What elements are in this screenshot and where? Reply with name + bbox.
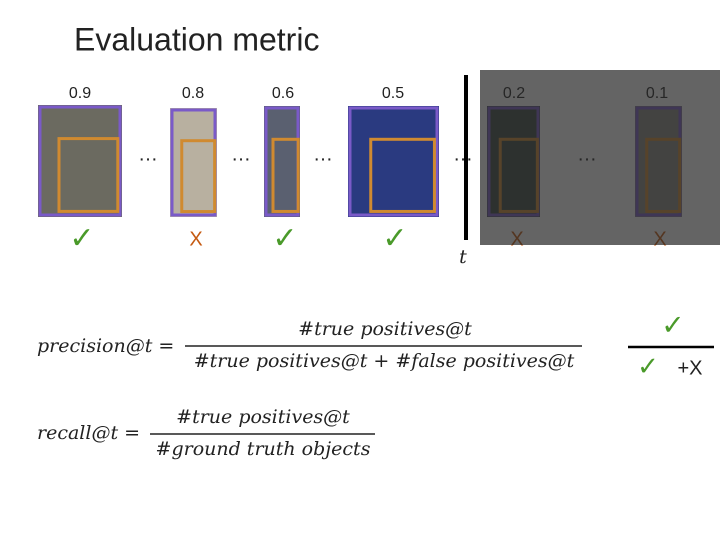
slide-title: Evaluation metric: [74, 21, 319, 57]
ground-truth-box: [38, 105, 122, 217]
recall-numerator: #true positives@t: [176, 406, 350, 428]
ground-truth-box: [348, 106, 439, 217]
check-mark: ✓: [382, 222, 407, 255]
dim-overlay: [480, 70, 720, 245]
recall-lhs: recall@t =: [37, 422, 140, 444]
detection-box: [57, 137, 120, 213]
detections: 0.9✓0.8X0.6✓0.5✓0.2X0.1X……………: [38, 85, 682, 255]
cross-mark: X: [189, 228, 202, 250]
precision-lhs: precision@t =: [37, 335, 174, 357]
detection-photo: [264, 106, 300, 217]
ellipsis: …: [313, 143, 333, 165]
precision-denominator: #true positives@t + #false positives@t: [194, 350, 575, 372]
threshold-label: t: [459, 246, 467, 268]
detection-photo: [170, 108, 217, 217]
check-mark: ✓: [272, 222, 297, 255]
ratio-x: +X: [677, 357, 702, 379]
score-label: 0.9: [69, 85, 91, 102]
ratio-check: ✓: [661, 309, 684, 340]
ratio-check: ✓: [637, 351, 659, 381]
score-label: 0.5: [382, 85, 404, 102]
ellipsis: …: [453, 143, 473, 165]
score-label: 0.8: [182, 85, 204, 102]
ellipsis: …: [231, 143, 251, 165]
ellipsis: …: [138, 143, 158, 165]
score-label: 0.6: [272, 85, 294, 102]
detection-box: [369, 137, 436, 213]
detection-photo: [348, 106, 439, 217]
recall-denominator: #ground truth objects: [156, 438, 371, 460]
check-mark: ✓: [69, 222, 94, 255]
detection-photo: [38, 105, 122, 217]
precision-numerator: #true positives@t: [298, 318, 472, 340]
detection-box: [180, 139, 217, 214]
detection-box: [271, 137, 300, 213]
